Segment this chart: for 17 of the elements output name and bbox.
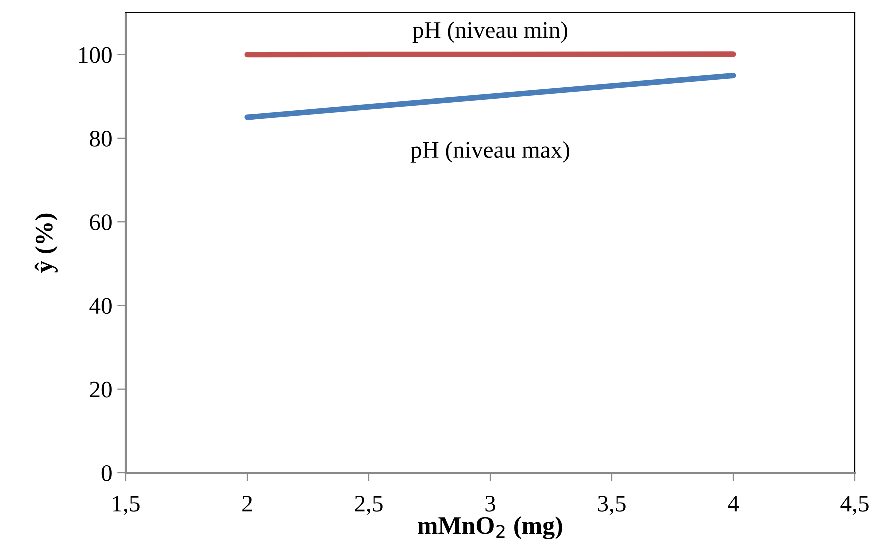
x-axis-title: mMnO$_{2}$ (mg) xyxy=(418,516,562,540)
x-tick-label: 2,5 xyxy=(355,496,383,516)
y-tick-label: 20 xyxy=(90,382,112,398)
x-tick-label: 3,5 xyxy=(598,496,626,516)
y-axis-title: ŷ (%) xyxy=(34,214,58,273)
y-tick-label: 40 xyxy=(90,298,112,314)
x-tick-label: 2 xyxy=(242,496,252,512)
x-tick-label: 3 xyxy=(486,496,496,512)
y-tick-label: 80 xyxy=(90,130,112,147)
annotation: pH (niveau max) xyxy=(410,141,570,163)
y-tick-label: 100 xyxy=(79,47,112,64)
x-tick-label: 4 xyxy=(728,496,740,512)
y-tick-label: 0 xyxy=(102,465,112,482)
x-tick-label: 4,5 xyxy=(840,496,869,516)
annotation: pH (niveau min) xyxy=(412,22,568,44)
y-tick-label: 60 xyxy=(90,214,112,231)
x-tick-label: 1,5 xyxy=(113,496,140,516)
